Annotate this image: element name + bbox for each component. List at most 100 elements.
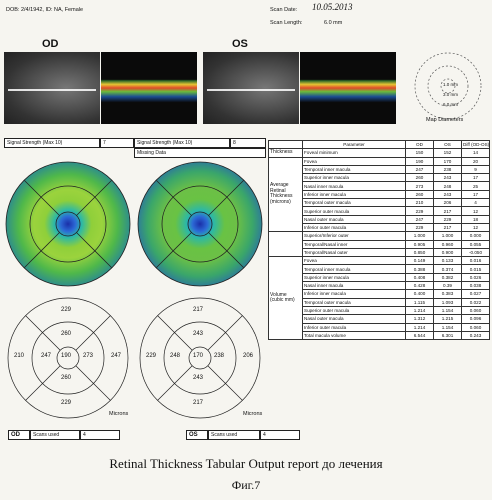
table-cell-diff: 14	[462, 149, 490, 157]
table-cell-diff: 0.060	[462, 323, 490, 331]
missing-data-label: Missing Data	[134, 148, 266, 158]
table-row: Nasal inner macula27324825	[269, 182, 490, 190]
patient-info: DOB: 2/4/1942, ID: NA, Female	[6, 7, 83, 13]
table-cell-diff: 0.026	[462, 273, 490, 281]
table-cell-od: 1.214	[406, 306, 434, 314]
table-cell-os: 238	[434, 165, 462, 173]
table-cell-diff: 0.060	[462, 306, 490, 314]
table-cell-parameter: Total macula volume	[303, 331, 406, 339]
table-row: Superior inner macula26024317	[269, 174, 490, 182]
table-cell-parameter: Inferior inner macula	[303, 290, 406, 298]
od-grid-center: 190	[61, 353, 71, 359]
table-row: Temporal/Nasal outer0.8500.900-0.050	[269, 248, 490, 256]
thickness-table: ParameterODOSDiff (OD-OS)ThicknessFoveal…	[268, 140, 490, 340]
table-row: Nasal inner macula0.4280.390.038	[269, 282, 490, 290]
od-grid-nasal-inner: 273	[83, 353, 93, 359]
figure-caption: Retinal Thickness Tabular Output report …	[0, 456, 492, 472]
table-cell-diff: 25	[462, 182, 490, 190]
os-grid-center: 170	[193, 353, 203, 359]
table-cell-parameter: Temporal inner macula	[303, 165, 406, 173]
table-row: Superior outer macula1.2141.1540.060	[269, 306, 490, 314]
table-cell-od: 1.214	[406, 323, 434, 331]
table-row: Superior inner macula0.4080.3820.026	[269, 273, 490, 281]
table-cell-parameter: Temporal outer macula	[303, 199, 406, 207]
table-cell-os: 152	[434, 149, 462, 157]
od-grid-inferior-inner: 260	[61, 375, 71, 381]
table-cell-os: 1.154	[434, 306, 462, 314]
os-scans-used-value: 4	[260, 430, 300, 440]
table-header-blank	[269, 141, 303, 149]
table-cell-parameter: Inferior outer macula	[303, 223, 406, 231]
os-grid-temporal-inner: 248	[170, 353, 180, 359]
os-grid-nasal-outer: 206	[243, 353, 253, 359]
table-cell-os: 248	[434, 182, 462, 190]
od-grid-temporal-outer: 210	[14, 353, 24, 359]
table-cell-parameter: Nasal inner macula	[303, 182, 406, 190]
table-cell-diff: 0.027	[462, 290, 490, 298]
table-cell-diff: 20	[462, 157, 490, 165]
table-cell-od: 260	[406, 174, 434, 182]
table-cell-od: 1.115	[406, 298, 434, 306]
table-cell-od: 229	[406, 223, 434, 231]
od-grid-nasal-outer: 247	[111, 353, 121, 359]
os-oct-image	[300, 52, 396, 124]
table-group-label: Average Retinal Thickness (microns)	[269, 157, 303, 232]
od-label: OD	[42, 38, 59, 50]
table-row: Inferior inner macula26024317	[269, 190, 490, 198]
os-grid-inferior-outer: 217	[193, 400, 203, 406]
table-header-os: OS	[434, 141, 462, 149]
scan-date-label: Scan Date:	[270, 7, 297, 13]
thickness-table-wrap: ParameterODOSDiff (OD-OS)ThicknessFoveal…	[268, 140, 490, 340]
table-cell-parameter: Inferior inner macula	[303, 190, 406, 198]
table-cell-od: 273	[406, 182, 434, 190]
table-cell-diff: 12	[462, 223, 490, 231]
figure-number: Фиг.7	[0, 478, 492, 493]
table-cell-parameter: Foveal minimum	[303, 149, 406, 157]
scan-length-value: 6.0 mm	[324, 20, 342, 26]
etdrs-grids	[4, 296, 266, 426]
os-grid-temporal-outer: 229	[146, 353, 156, 359]
os-scans-used-label: Scans used	[208, 430, 260, 440]
map-diameter-2: 3.0 mm	[443, 92, 458, 97]
table-cell-diff: 17	[462, 174, 490, 182]
table-cell-diff: 18	[462, 215, 490, 223]
table-cell-parameter: Superior outer macula	[303, 207, 406, 215]
table-row: Temporal/Nasal inner0.9050.9600.055	[269, 240, 490, 248]
table-row: Superior outer macula22921712	[269, 207, 490, 215]
map-diameter-3: 6.0 mm	[443, 102, 458, 107]
table-cell-os: 0.383	[434, 290, 462, 298]
os-label: OS	[232, 38, 248, 50]
table-cell-diff: 0.096	[462, 315, 490, 323]
table-group-label: Thickness	[269, 149, 303, 157]
map-diameter-1: 1.0 mm	[443, 82, 458, 87]
thickness-color-maps	[4, 160, 266, 290]
os-scans-eye: OS	[186, 430, 208, 440]
table-cell-od: 247	[406, 165, 434, 173]
os-fundus-image	[203, 52, 299, 124]
table-cell-diff: 0.015	[462, 265, 490, 273]
table-cell-os: 206	[434, 199, 462, 207]
table-cell-parameter: Nasal outer macula	[303, 315, 406, 323]
table-row: ThicknessFoveal minimum15015214	[269, 149, 490, 157]
table-cell-od: 1.000	[406, 232, 434, 240]
os-grid-superior-inner: 243	[193, 331, 203, 337]
table-cell-od: 1.312	[406, 315, 434, 323]
table-cell-diff: 4	[462, 199, 490, 207]
table-header-od: OD	[406, 141, 434, 149]
table-cell-od: 0.388	[406, 265, 434, 273]
table-row: Inferior outer macula22921712	[269, 223, 490, 231]
table-cell-parameter: Nasal inner macula	[303, 282, 406, 290]
table-row: Temporal outer macula2102064	[269, 199, 490, 207]
table-cell-os: 1.154	[434, 323, 462, 331]
table-row: Temporal inner macula0.3880.3740.015	[269, 265, 490, 273]
table-cell-os: 6.301	[434, 331, 462, 339]
table-row: Superior/Inferior outer1.0001.0000.000	[269, 232, 490, 240]
table-cell-os: 0.374	[434, 265, 462, 273]
table-cell-od: 0.400	[406, 290, 434, 298]
table-cell-os: 170	[434, 157, 462, 165]
table-cell-parameter: Superior/Inferior outer	[303, 232, 406, 240]
od-grid-inferior-outer: 229	[61, 400, 71, 406]
table-cell-os: 243	[434, 190, 462, 198]
table-header-parameter: Parameter	[303, 141, 406, 149]
table-cell-os: 229	[434, 215, 462, 223]
